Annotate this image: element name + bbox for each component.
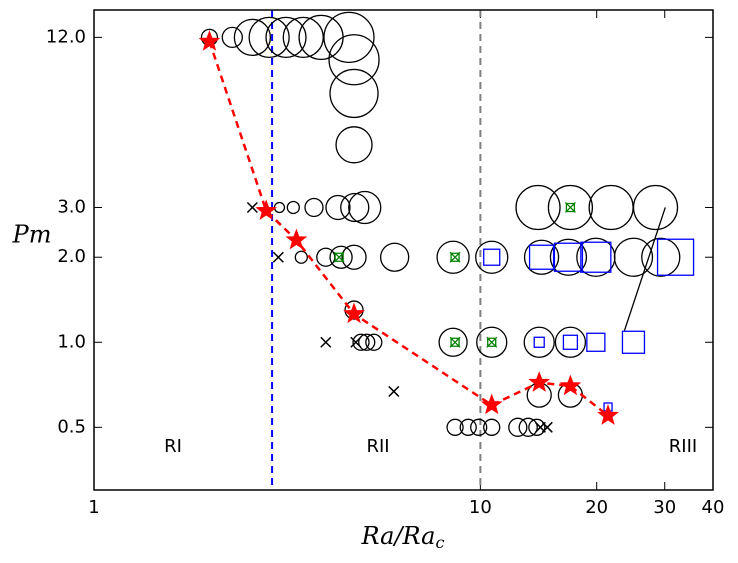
point <box>325 194 351 221</box>
y-tick-label: 1.0 <box>57 331 86 352</box>
point <box>320 336 332 348</box>
point <box>541 421 553 433</box>
point <box>475 240 509 274</box>
point <box>358 333 376 351</box>
point <box>564 202 576 213</box>
point <box>329 245 353 269</box>
point <box>476 326 508 358</box>
point <box>528 418 546 436</box>
point <box>380 242 410 272</box>
point <box>438 327 468 357</box>
point <box>656 238 695 276</box>
point <box>344 300 364 320</box>
point <box>329 68 379 119</box>
point <box>304 197 324 218</box>
point <box>248 16 290 59</box>
point <box>613 237 654 277</box>
point <box>553 242 584 272</box>
x-axis-label: Ra/Rac <box>361 522 445 552</box>
point <box>508 417 528 437</box>
point <box>486 336 498 348</box>
y-axis-label: Pm <box>12 221 52 249</box>
point <box>549 238 588 276</box>
point <box>470 418 488 436</box>
series-line <box>208 41 609 417</box>
point <box>348 190 382 225</box>
point <box>323 11 375 64</box>
point <box>388 385 400 397</box>
x-tick-label: 40 <box>702 497 725 518</box>
x-tick-label: 20 <box>585 497 608 518</box>
point <box>265 16 307 59</box>
x-tick-label: 10 <box>469 497 492 518</box>
point <box>233 18 272 57</box>
point <box>446 418 464 436</box>
point <box>333 251 345 263</box>
annotation-line <box>623 207 666 331</box>
point <box>523 239 560 275</box>
x-tick-label: 30 <box>653 497 676 518</box>
point <box>246 201 258 214</box>
point <box>483 418 501 436</box>
x-tick-label: 1 <box>88 497 99 518</box>
point <box>340 192 370 223</box>
point <box>554 326 587 358</box>
point <box>641 237 681 277</box>
point <box>449 336 461 348</box>
point <box>562 334 579 350</box>
point <box>515 184 561 231</box>
point <box>588 184 634 231</box>
point <box>632 184 679 231</box>
point <box>528 244 555 270</box>
point <box>483 248 501 266</box>
point <box>586 332 606 352</box>
point <box>272 251 284 263</box>
region-label: RI <box>164 436 182 457</box>
y-tick-label: 0.5 <box>57 416 86 437</box>
y-tick-label: 2.0 <box>57 246 86 267</box>
point <box>580 241 612 273</box>
point <box>621 330 646 354</box>
point <box>518 417 538 437</box>
point <box>286 200 300 215</box>
point <box>352 333 370 351</box>
point <box>328 34 380 86</box>
point <box>285 228 308 250</box>
region-label: RII <box>366 436 389 457</box>
point <box>533 336 545 348</box>
point <box>559 374 582 396</box>
point <box>221 26 243 49</box>
plot-frame <box>93 9 714 491</box>
point <box>523 326 555 358</box>
point <box>365 333 383 351</box>
region-label: RIII <box>669 436 697 457</box>
point <box>547 184 594 231</box>
point <box>282 16 324 59</box>
point <box>597 404 619 425</box>
point <box>341 244 367 270</box>
point <box>343 302 365 324</box>
point <box>350 336 362 348</box>
point <box>436 240 470 274</box>
point <box>198 30 221 51</box>
point <box>480 393 503 415</box>
y-tick-label: 12.0 <box>46 26 86 47</box>
point <box>294 250 308 264</box>
point <box>449 251 461 263</box>
y-tick-label: 3.0 <box>57 196 86 217</box>
point <box>528 371 551 392</box>
point <box>255 199 278 221</box>
point <box>459 418 477 436</box>
point <box>335 126 373 164</box>
